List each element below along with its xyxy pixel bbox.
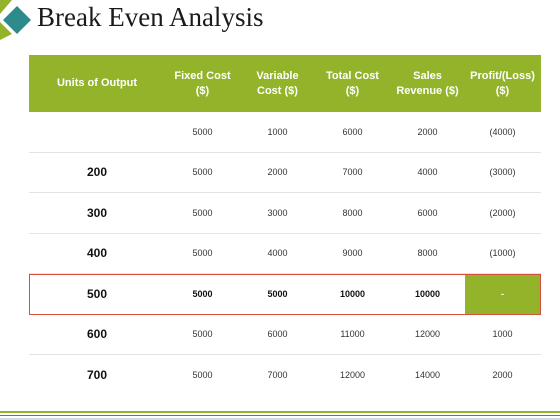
header-total-cost: Total Cost ($) bbox=[315, 55, 390, 112]
header-units-label: Units of Output bbox=[56, 77, 138, 89]
header-sales-revenue: Sales Revenue ($) bbox=[390, 55, 465, 112]
table-row: 300 5000 3000 8000 6000 (2000) bbox=[29, 193, 541, 234]
units-cell: 500 bbox=[86, 287, 108, 302]
units-cell: 200 bbox=[86, 165, 108, 180]
diamond-logo-icon bbox=[0, 0, 31, 40]
variable-cost-cell: 5000 bbox=[267, 289, 288, 300]
header-fixed-cost-line2: ($) bbox=[195, 84, 210, 97]
page-title: Break Even Analysis bbox=[37, 2, 264, 32]
total-cost-cell: 8000 bbox=[342, 207, 363, 218]
header-profit-loss-line1: Profit/(Loss) bbox=[470, 69, 535, 82]
variable-cost-cell: 4000 bbox=[267, 248, 288, 259]
sales-revenue-cell: 14000 bbox=[414, 370, 441, 381]
units-cell: 700 bbox=[86, 368, 108, 383]
footer-line-grey bbox=[0, 418, 560, 420]
sales-revenue-cell: 4000 bbox=[417, 167, 438, 178]
fixed-cost-cell: 5000 bbox=[192, 289, 213, 300]
break-even-table: Units of Output Fixed Cost ($) Variable … bbox=[29, 55, 541, 396]
header-variable-cost-line1: Variable bbox=[256, 69, 299, 82]
total-cost-cell: 11000 bbox=[340, 329, 365, 340]
variable-cost-cell: 7000 bbox=[267, 370, 288, 381]
table-row: 700 5000 7000 12000 14000 2000 bbox=[29, 355, 541, 396]
header-sales-revenue-line1: Sales bbox=[413, 69, 442, 82]
sales-revenue-cell: 6000 bbox=[417, 207, 438, 218]
variable-cost-cell: 3000 bbox=[267, 207, 288, 218]
table-row: 400 5000 4000 9000 8000 (1000) bbox=[29, 234, 541, 274]
footer-line-green bbox=[0, 411, 560, 413]
units-cell: 400 bbox=[86, 246, 108, 261]
footer-decorative-lines bbox=[0, 410, 560, 420]
header-variable-cost: Variable Cost ($) bbox=[240, 55, 315, 112]
fixed-cost-cell: 5000 bbox=[192, 207, 213, 218]
fixed-cost-cell: 5000 bbox=[192, 167, 213, 178]
total-cost-cell: 12000 bbox=[339, 370, 366, 381]
footer-line-teal bbox=[0, 415, 560, 416]
units-cell: 300 bbox=[86, 205, 108, 220]
break-even-profit-cell: - bbox=[465, 274, 540, 315]
header-fixed-cost-line1: Fixed Cost bbox=[174, 69, 231, 82]
fixed-cost-cell: 5000 bbox=[192, 329, 213, 340]
profit-loss-cell: 1000 bbox=[492, 329, 513, 340]
table-header-row: Units of Output Fixed Cost ($) Variable … bbox=[29, 55, 541, 112]
header-sales-revenue-line2: Revenue ($) bbox=[396, 84, 459, 97]
sales-revenue-cell: 10000 bbox=[414, 289, 441, 300]
table-row: 200 5000 2000 7000 4000 (3000) bbox=[29, 153, 541, 193]
sales-revenue-cell: 8000 bbox=[417, 248, 438, 259]
units-cell: 600 bbox=[86, 327, 108, 342]
profit-loss-cell: (1000) bbox=[489, 248, 516, 259]
fixed-cost-cell: 5000 bbox=[192, 248, 213, 259]
fixed-cost-cell: 5000 bbox=[192, 370, 213, 381]
break-even-row: 500 5000 5000 10000 10000 - bbox=[29, 274, 541, 315]
table-row: 5000 1000 6000 2000 (4000) bbox=[29, 112, 541, 153]
header-variable-cost-line2: Cost ($) bbox=[257, 84, 298, 97]
header-profit-loss-line2: ($) bbox=[495, 84, 510, 97]
table-row: 600 5000 6000 11000 12000 1000 bbox=[29, 315, 541, 355]
header-fixed-cost: Fixed Cost ($) bbox=[165, 55, 240, 112]
profit-loss-cell: 2000 bbox=[492, 370, 513, 381]
total-cost-cell: 6000 bbox=[342, 126, 363, 137]
profit-loss-cell: (4000) bbox=[489, 126, 516, 137]
header-total-cost-line1: Total Cost bbox=[326, 69, 379, 82]
fixed-cost-cell: 5000 bbox=[192, 126, 213, 137]
total-cost-cell: 10000 bbox=[339, 289, 366, 300]
variable-cost-cell: 6000 bbox=[267, 329, 288, 340]
sales-revenue-cell: 12000 bbox=[414, 329, 441, 340]
header-profit-loss: Profit/(Loss) ($) bbox=[465, 55, 540, 112]
sales-revenue-cell: 2000 bbox=[417, 126, 438, 137]
header-units-of-output: Units of Output bbox=[29, 55, 165, 112]
total-cost-cell: 9000 bbox=[342, 248, 363, 259]
variable-cost-cell: 1000 bbox=[267, 126, 288, 137]
profit-loss-cell: (3000) bbox=[489, 167, 516, 178]
total-cost-cell: 7000 bbox=[342, 167, 363, 178]
profit-loss-cell: (2000) bbox=[489, 207, 516, 218]
header-total-cost-line2: ($) bbox=[345, 84, 360, 97]
variable-cost-cell: 2000 bbox=[267, 167, 288, 178]
units-cell bbox=[29, 112, 165, 152]
